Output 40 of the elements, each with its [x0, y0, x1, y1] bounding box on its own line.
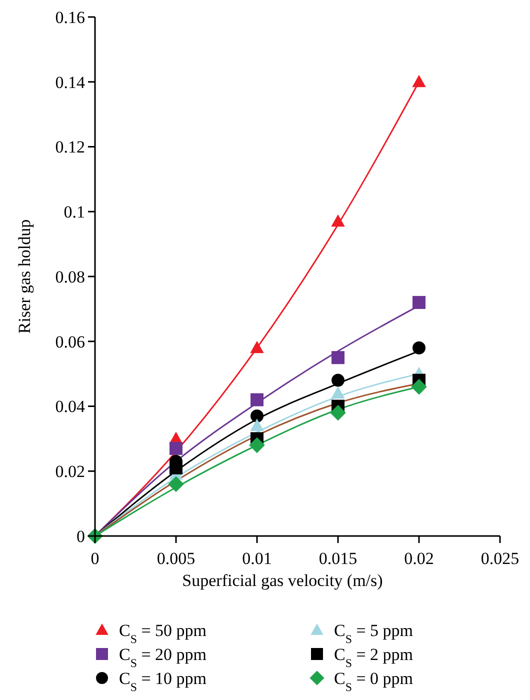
point: [411, 379, 427, 394]
point: [332, 374, 344, 387]
x-axis-title: Superficial gas velocity (m/s): [182, 571, 383, 590]
point: [249, 437, 265, 453]
point: [250, 409, 264, 422]
point: [170, 442, 182, 455]
x-tick-label: 0.01: [242, 549, 272, 568]
legend-label: C$_{S}$ = 5 ppm: [334, 620, 414, 646]
x-tick-label: 0: [90, 549, 100, 568]
x-tick-label: 0.025: [480, 549, 520, 568]
y-tick-label: 0.06: [55, 332, 85, 352]
point: [170, 461, 182, 474]
legend-label: C$_{S}$ = 10 ppm: [119, 668, 207, 694]
y-axis-title: Riser gas holdup: [15, 219, 34, 334]
point: [332, 351, 344, 364]
point: [332, 214, 344, 227]
x-tick-label: 0.015: [318, 549, 358, 568]
y-tick-label: 0.14: [55, 72, 86, 92]
point: [168, 476, 184, 492]
point: [332, 386, 344, 399]
point: [250, 341, 264, 354]
y-tick-label: 0.04: [55, 397, 86, 416]
point: [250, 419, 264, 432]
y-tick-label: 0.08: [55, 267, 85, 286]
y-tick-label: 0: [76, 526, 85, 546]
y-tick-label: 0.02: [55, 462, 85, 482]
y-tick-label: 0.1: [64, 202, 85, 222]
x-tick-label: 0.005: [156, 549, 196, 568]
y-tick-label: 0.16: [55, 8, 85, 27]
legend-label: C$_{S}$ = 0 ppm: [334, 668, 414, 694]
point: [412, 75, 426, 88]
legend-label: C$_{S}$ = 50 ppm: [119, 620, 207, 646]
point: [412, 296, 426, 309]
point: [250, 393, 264, 406]
point: [330, 405, 346, 420]
legend-label: C$_{S}$ = 2 ppm: [334, 644, 414, 670]
legend-label: C$_{S}$ = 20 ppm: [119, 644, 207, 670]
point: [412, 341, 426, 354]
y-tick-label: 0.12: [55, 138, 85, 157]
x-tick-label: 0.02: [404, 549, 434, 568]
